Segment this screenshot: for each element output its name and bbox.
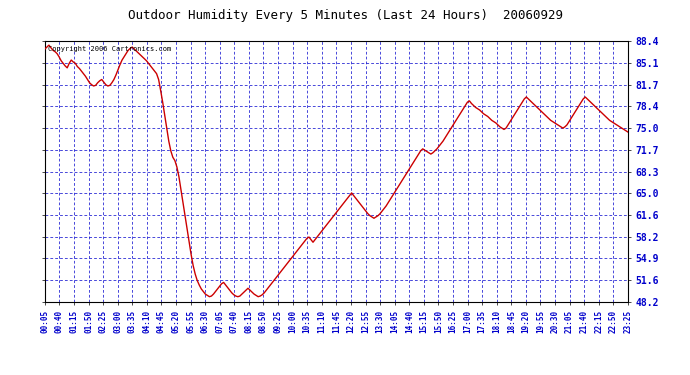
Text: Copyright 2006 Cartronics.com: Copyright 2006 Cartronics.com xyxy=(48,46,171,53)
Text: Outdoor Humidity Every 5 Minutes (Last 24 Hours)  20060929: Outdoor Humidity Every 5 Minutes (Last 2… xyxy=(128,9,562,22)
